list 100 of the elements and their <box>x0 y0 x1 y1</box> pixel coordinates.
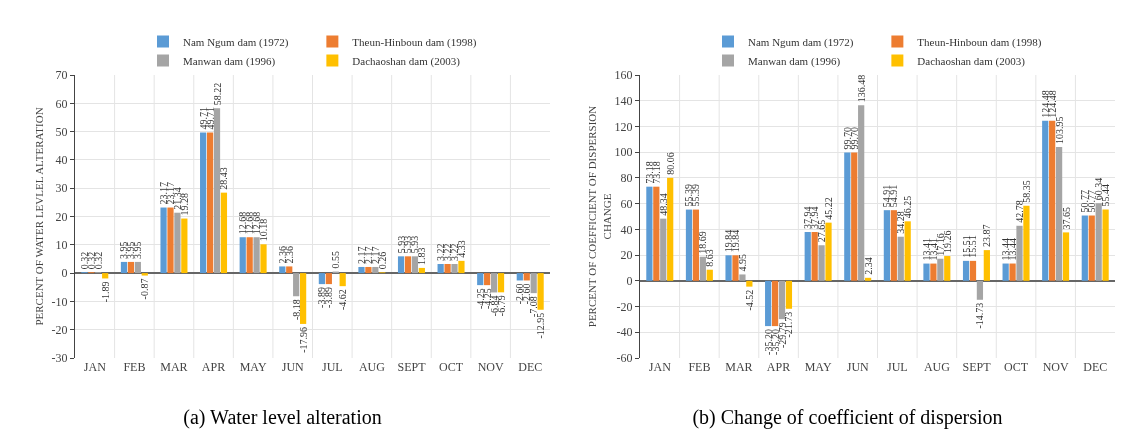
bar <box>706 269 713 281</box>
bar <box>181 218 188 274</box>
data-label: 48.34 <box>657 193 669 216</box>
data-label: 45.22 <box>823 197 835 220</box>
bar <box>685 209 693 281</box>
bar <box>851 152 858 281</box>
bar <box>1055 147 1063 281</box>
bar <box>844 152 851 281</box>
bar <box>1002 263 1009 281</box>
y-axis-title: PERCENT OF WATER LEVLEL ALTERATION <box>33 107 45 326</box>
y-tick-label: -40 <box>616 325 633 340</box>
bar <box>890 210 897 281</box>
bar <box>1088 215 1095 281</box>
x-tick-label: OCT <box>439 360 464 374</box>
bar <box>778 280 786 320</box>
x-tick-label: JAN <box>648 360 672 374</box>
bar <box>858 105 865 281</box>
bar <box>325 273 332 285</box>
x-tick-label: AUG <box>923 360 951 374</box>
bar <box>937 258 944 281</box>
legend-label: Manwan dam (1996) <box>748 54 841 68</box>
x-tick-label: FEB <box>123 360 146 374</box>
bar <box>516 273 523 281</box>
y-tick-label: 20 <box>55 209 68 224</box>
bar <box>771 280 779 327</box>
bar <box>167 207 174 274</box>
bar <box>102 273 109 279</box>
bar <box>1102 209 1109 281</box>
y-tick-label: 60 <box>620 196 633 211</box>
legend-label: Nam Ngum dam (1972) <box>183 35 289 49</box>
bar <box>358 266 365 274</box>
bar <box>418 267 425 274</box>
bar <box>397 256 405 274</box>
bar <box>365 266 372 274</box>
bar <box>160 207 167 274</box>
bar <box>220 192 228 274</box>
bar <box>239 237 246 274</box>
x-tick-label: OCT <box>1004 360 1029 374</box>
bar <box>279 266 286 274</box>
y-tick-label: 50 <box>55 124 68 139</box>
text: (b) Change of coefficient of dispersion <box>692 406 1003 430</box>
bar <box>983 250 990 281</box>
bar <box>293 273 300 297</box>
y-tick-label: 140 <box>614 93 633 108</box>
data-label: 103.95 <box>1053 116 1065 145</box>
legend-label: Theun-Hinboun dam (1998) <box>917 35 1042 49</box>
data-label: 136.48 <box>855 74 867 103</box>
bar <box>1016 225 1023 281</box>
y-tick-label: 10 <box>55 238 68 252</box>
bar <box>962 260 970 281</box>
text: (a) Water level alteration <box>183 406 382 430</box>
bar <box>286 266 293 274</box>
x-tick-label: MAY <box>804 360 832 374</box>
data-label: 2.34 <box>862 257 874 275</box>
bar <box>699 256 706 281</box>
x-tick-label: APR <box>766 360 791 374</box>
bar <box>923 263 930 281</box>
bar <box>969 260 977 281</box>
y-tick-label: 100 <box>614 145 633 160</box>
data-label: 28.43 <box>218 167 230 190</box>
bar <box>897 236 904 281</box>
y-tick-label: -30 <box>51 351 68 366</box>
bar <box>206 132 214 274</box>
bar <box>141 273 148 276</box>
x-tick-label: NOV <box>1042 360 1069 374</box>
bar <box>660 218 667 281</box>
x-tick-label: SEPT <box>962 360 992 374</box>
bar <box>804 232 811 281</box>
bar <box>1009 263 1016 281</box>
x-tick-label: JAN <box>83 360 107 374</box>
bar <box>725 255 732 281</box>
x-tick-label: MAR <box>160 360 188 374</box>
y-tick-label: 0 <box>61 266 68 281</box>
bar <box>246 237 253 274</box>
legend-label: Nam Ngum dam (1972) <box>748 35 854 49</box>
y-tick-label: 0 <box>626 274 633 289</box>
x-tick-label: AUG <box>358 360 386 374</box>
data-label: -4.52 <box>743 289 755 311</box>
x-tick-label: DEC <box>518 360 543 374</box>
bar <box>200 132 207 274</box>
y-tick-label: 40 <box>620 222 633 237</box>
data-label: 0.55 <box>330 251 342 269</box>
x-tick-label: MAY <box>239 360 267 374</box>
x-tick-label: JUL <box>321 360 343 374</box>
bar <box>497 273 505 293</box>
bar <box>739 274 746 281</box>
x-tick-label: NOV <box>477 360 504 374</box>
y-axis-title: PERCENT OF COEFFICIENT OF DISPERSION CHANGE <box>586 105 613 328</box>
y-tick-label: 160 <box>614 68 633 83</box>
data-label: -8.18 <box>290 299 302 321</box>
bar <box>437 263 444 274</box>
bar <box>537 273 544 310</box>
legend-label: Manwan dam (1996) <box>183 54 276 68</box>
x-tick-label: JUL <box>886 360 908 374</box>
x-tick-label: FEB <box>688 360 711 374</box>
y-tick-label: 20 <box>620 248 633 263</box>
bar <box>746 280 753 287</box>
y-tick-label: 80 <box>620 171 633 186</box>
bar <box>930 263 937 281</box>
bar <box>339 273 346 287</box>
